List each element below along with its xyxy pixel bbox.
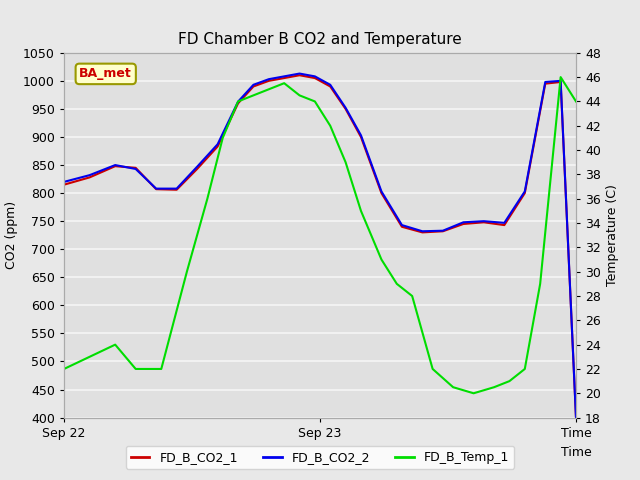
FD_B_CO2_2 (152, 186, 160, 192)
FD_B_Temp_1 (132, 366, 140, 372)
FD_B_CO2_1 (572, 415, 580, 420)
FD_B_Temp_1 (342, 159, 349, 165)
FD_B_Temp_1 (234, 98, 242, 104)
FD_B_CO2_2 (439, 228, 447, 234)
Line: FD_B_CO2_1: FD_B_CO2_1 (64, 75, 576, 418)
FD_B_Temp_1 (157, 366, 165, 372)
FD_B_CO2_2 (193, 164, 201, 169)
FD_B_CO2_2 (60, 179, 68, 185)
FD_B_CO2_2 (234, 99, 242, 105)
Y-axis label: Temperature (C): Temperature (C) (607, 184, 620, 286)
FD_B_CO2_2 (250, 82, 257, 88)
FD_B_Temp_1 (296, 93, 303, 98)
FD_B_CO2_1 (132, 165, 140, 171)
FD_B_Temp_1 (506, 378, 513, 384)
FD_B_CO2_1 (460, 221, 467, 227)
Y-axis label: CO2 (ppm): CO2 (ppm) (4, 201, 17, 269)
FD_B_CO2_1 (378, 190, 385, 196)
Text: Time: Time (561, 446, 591, 459)
FD_B_Temp_1 (152, 366, 160, 372)
FD_B_CO2_1 (557, 79, 564, 85)
FD_B_Temp_1 (521, 366, 529, 372)
FD_B_CO2_2 (86, 172, 93, 178)
FD_B_CO2_2 (280, 73, 288, 79)
FD_B_CO2_2 (357, 132, 365, 138)
FD_B_CO2_1 (214, 144, 221, 149)
FD_B_CO2_1 (419, 229, 426, 235)
FD_B_Temp_1 (490, 384, 498, 390)
FD_B_CO2_2 (557, 78, 564, 84)
FD_B_CO2_1 (86, 175, 93, 180)
Legend: FD_B_CO2_1, FD_B_CO2_2, FD_B_Temp_1: FD_B_CO2_1, FD_B_CO2_2, FD_B_Temp_1 (125, 446, 515, 469)
FD_B_CO2_2 (311, 73, 319, 79)
FD_B_Temp_1 (60, 366, 68, 372)
FD_B_CO2_2 (378, 189, 385, 194)
FD_B_Temp_1 (265, 86, 273, 92)
FD_B_CO2_2 (398, 222, 406, 228)
FD_B_CO2_2 (342, 105, 349, 111)
FD_B_Temp_1 (280, 80, 288, 86)
FD_B_Temp_1 (393, 281, 401, 287)
FD_B_CO2_2 (265, 76, 273, 82)
FD_B_Temp_1 (86, 354, 93, 360)
FD_B_CO2_2 (541, 79, 549, 85)
FD_B_CO2_1 (60, 182, 68, 188)
FD_B_CO2_1 (439, 228, 447, 234)
FD_B_Temp_1 (204, 196, 211, 202)
FD_B_Temp_1 (357, 208, 365, 214)
FD_B_CO2_1 (265, 78, 273, 84)
Text: BA_met: BA_met (79, 67, 132, 80)
FD_B_Temp_1 (470, 390, 477, 396)
FD_B_CO2_2 (296, 71, 303, 76)
Title: FD Chamber B CO2 and Temperature: FD Chamber B CO2 and Temperature (178, 33, 462, 48)
FD_B_CO2_1 (173, 187, 180, 192)
FD_B_Temp_1 (183, 269, 191, 275)
FD_B_CO2_2 (214, 142, 221, 147)
FD_B_Temp_1 (250, 93, 257, 98)
FD_B_CO2_2 (173, 186, 180, 192)
FD_B_CO2_1 (296, 72, 303, 78)
FD_B_CO2_1 (480, 219, 488, 225)
FD_B_CO2_1 (541, 81, 549, 86)
FD_B_CO2_2 (132, 166, 140, 172)
FD_B_CO2_1 (326, 84, 334, 89)
FD_B_CO2_2 (460, 219, 467, 225)
FD_B_Temp_1 (111, 342, 119, 348)
FD_B_CO2_1 (398, 224, 406, 229)
FD_B_CO2_2 (500, 220, 508, 226)
FD_B_CO2_1 (500, 222, 508, 228)
FD_B_Temp_1 (429, 366, 436, 372)
FD_B_CO2_1 (342, 106, 349, 112)
FD_B_Temp_1 (311, 98, 319, 104)
FD_B_CO2_2 (326, 82, 334, 88)
FD_B_CO2_1 (234, 100, 242, 106)
FD_B_CO2_1 (521, 190, 529, 196)
FD_B_CO2_1 (357, 134, 365, 140)
FD_B_Temp_1 (449, 384, 457, 390)
FD_B_CO2_2 (521, 189, 529, 194)
FD_B_CO2_1 (111, 163, 119, 169)
FD_B_Temp_1 (378, 257, 385, 263)
FD_B_CO2_1 (250, 84, 257, 89)
FD_B_CO2_1 (193, 166, 201, 172)
FD_B_CO2_2 (111, 162, 119, 168)
FD_B_CO2_2 (480, 218, 488, 224)
Line: FD_B_CO2_2: FD_B_CO2_2 (64, 73, 576, 418)
FD_B_CO2_2 (572, 415, 580, 420)
FD_B_CO2_1 (152, 186, 160, 192)
FD_B_Temp_1 (557, 74, 564, 80)
FD_B_Temp_1 (326, 123, 334, 129)
FD_B_Temp_1 (572, 98, 580, 104)
FD_B_CO2_1 (311, 75, 319, 81)
FD_B_CO2_2 (419, 228, 426, 234)
FD_B_Temp_1 (408, 293, 416, 299)
Line: FD_B_Temp_1: FD_B_Temp_1 (64, 77, 576, 393)
FD_B_Temp_1 (219, 135, 227, 141)
FD_B_Temp_1 (536, 281, 544, 287)
FD_B_CO2_1 (280, 75, 288, 81)
